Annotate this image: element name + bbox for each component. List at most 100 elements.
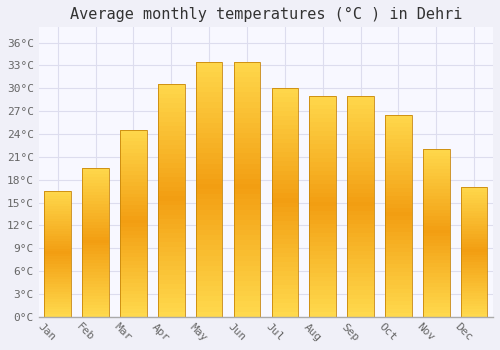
Bar xyxy=(196,97,222,103)
Bar xyxy=(158,98,184,103)
Bar xyxy=(234,291,260,296)
Bar xyxy=(196,245,222,251)
Bar xyxy=(385,276,411,280)
Bar xyxy=(120,294,146,298)
Bar xyxy=(348,255,374,259)
Bar xyxy=(234,62,260,317)
Bar xyxy=(461,250,487,252)
Bar xyxy=(310,193,336,197)
Bar xyxy=(44,214,71,216)
Bar xyxy=(158,275,184,280)
Bar xyxy=(196,103,222,107)
Bar xyxy=(423,183,450,186)
Bar xyxy=(310,109,336,113)
Bar xyxy=(44,282,71,284)
Bar xyxy=(196,307,222,312)
Bar xyxy=(461,247,487,250)
Bar xyxy=(272,248,298,253)
Bar xyxy=(310,105,336,109)
Bar xyxy=(461,275,487,278)
Bar xyxy=(423,290,450,293)
Bar xyxy=(196,194,222,200)
Bar xyxy=(423,314,450,317)
Bar xyxy=(196,153,222,159)
Bar xyxy=(385,285,411,288)
Bar xyxy=(44,249,71,251)
Bar xyxy=(272,88,298,93)
Bar xyxy=(120,134,146,138)
Bar xyxy=(423,226,450,230)
Bar xyxy=(461,281,487,283)
Bar xyxy=(272,198,298,203)
Bar xyxy=(310,308,336,313)
Bar xyxy=(234,169,260,174)
Bar xyxy=(120,197,146,201)
Bar xyxy=(44,307,71,309)
Bar xyxy=(310,259,336,264)
Bar xyxy=(234,194,260,200)
Bar xyxy=(310,211,336,215)
Bar xyxy=(385,123,411,127)
Bar xyxy=(461,270,487,273)
Bar xyxy=(385,232,411,236)
Bar xyxy=(272,157,298,161)
Bar xyxy=(348,109,374,113)
Bar xyxy=(234,123,260,128)
Bar xyxy=(196,204,222,210)
Bar xyxy=(120,138,146,141)
Bar xyxy=(461,231,487,234)
Bar xyxy=(423,193,450,196)
Bar xyxy=(461,213,487,216)
Bar xyxy=(423,176,450,179)
Bar xyxy=(385,183,411,188)
Bar xyxy=(120,238,146,242)
Bar xyxy=(310,299,336,303)
Bar xyxy=(423,189,450,193)
Bar xyxy=(461,257,487,260)
Bar xyxy=(234,286,260,291)
Bar xyxy=(234,97,260,103)
Bar xyxy=(461,221,487,224)
Bar xyxy=(120,216,146,220)
Bar xyxy=(272,253,298,257)
Bar xyxy=(120,276,146,279)
Bar xyxy=(423,230,450,233)
Bar xyxy=(423,163,450,166)
Bar xyxy=(310,158,336,162)
Bar xyxy=(461,208,487,211)
Bar xyxy=(423,246,450,250)
Bar xyxy=(423,307,450,310)
Bar xyxy=(44,294,71,297)
Bar xyxy=(385,309,411,313)
Bar xyxy=(234,312,260,317)
Bar xyxy=(196,281,222,286)
Bar xyxy=(234,271,260,276)
Bar xyxy=(120,306,146,309)
Bar xyxy=(234,103,260,107)
Bar xyxy=(385,293,411,296)
Bar xyxy=(82,251,109,254)
Bar xyxy=(82,186,109,189)
Bar xyxy=(385,224,411,228)
Bar xyxy=(234,220,260,225)
Bar xyxy=(423,300,450,303)
Bar xyxy=(272,299,298,303)
Bar xyxy=(385,196,411,200)
Bar xyxy=(310,233,336,237)
Bar xyxy=(196,220,222,225)
Bar xyxy=(423,266,450,270)
Bar xyxy=(120,164,146,168)
Bar xyxy=(82,174,109,177)
Bar xyxy=(44,216,71,219)
Bar xyxy=(44,191,71,194)
Bar xyxy=(44,246,71,249)
Bar xyxy=(82,192,109,195)
Bar xyxy=(44,201,71,204)
Bar xyxy=(461,195,487,198)
Bar xyxy=(310,189,336,193)
Bar xyxy=(272,189,298,194)
Bar xyxy=(461,237,487,239)
Bar xyxy=(82,213,109,216)
Bar xyxy=(234,235,260,240)
Bar xyxy=(385,240,411,244)
